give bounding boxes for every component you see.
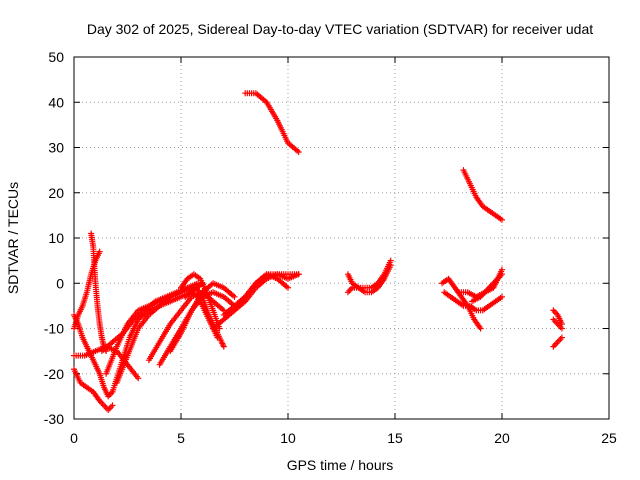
data-point [499,293,505,300]
series-arc-3 [88,230,110,355]
y-tick-label: 30 [48,140,64,156]
data-point [295,271,302,278]
x-axis-ticks: 0 5 10 15 20 25 [70,57,617,446]
data-point [231,293,238,300]
series-arc-29 [550,334,565,350]
y-tick-label: 0 [56,275,64,291]
series-arc-28 [550,316,565,332]
data-point [499,216,505,223]
data-point [195,280,202,287]
data-point [96,248,103,255]
y-axis-label: SDTVAR / TECUs [5,182,21,294]
y-tick-label: -30 [44,411,64,427]
series-arc-2 [71,248,103,332]
series-arc-18 [231,271,302,314]
y-axis-ticks: -30 -20 -10 0 10 20 30 40 50 [44,49,609,427]
series-arc-4 [71,366,116,413]
series-arc-19 [242,90,302,156]
y-tick-label: -10 [44,321,64,337]
data-point [387,262,394,269]
chart-title: Day 302 of 2025, Sidereal Day-to-day VTE… [87,21,593,37]
data-point [135,375,142,382]
y-tick-label: 50 [48,49,64,65]
series-arc-21 [344,262,394,296]
data-point [499,271,505,278]
data-point [295,149,302,156]
series-arc-26 [460,167,505,223]
series-arc-25 [469,271,505,305]
y-tick-label: 20 [48,185,64,201]
x-tick-label: 10 [280,430,296,446]
data-point [220,343,227,350]
data-point [285,284,291,291]
x-axis-label: GPS time / hours [287,457,394,473]
data-point [558,334,565,341]
data-points [71,90,565,413]
grid-lines [74,57,609,419]
series-arc-9 [98,280,202,355]
data-point [558,325,565,332]
data-point [477,325,484,332]
y-tick-label: -20 [44,366,64,382]
x-tick-label: 0 [70,430,78,446]
y-tick-label: 10 [48,230,64,246]
data-point [109,402,116,409]
x-tick-label: 25 [601,430,617,446]
series-arc-23 [441,289,505,314]
x-tick-label: 5 [177,430,185,446]
series-arc-22 [439,275,484,332]
x-tick-label: 15 [387,430,403,446]
x-tick-label: 20 [494,430,510,446]
y-tick-label: 40 [48,94,64,110]
